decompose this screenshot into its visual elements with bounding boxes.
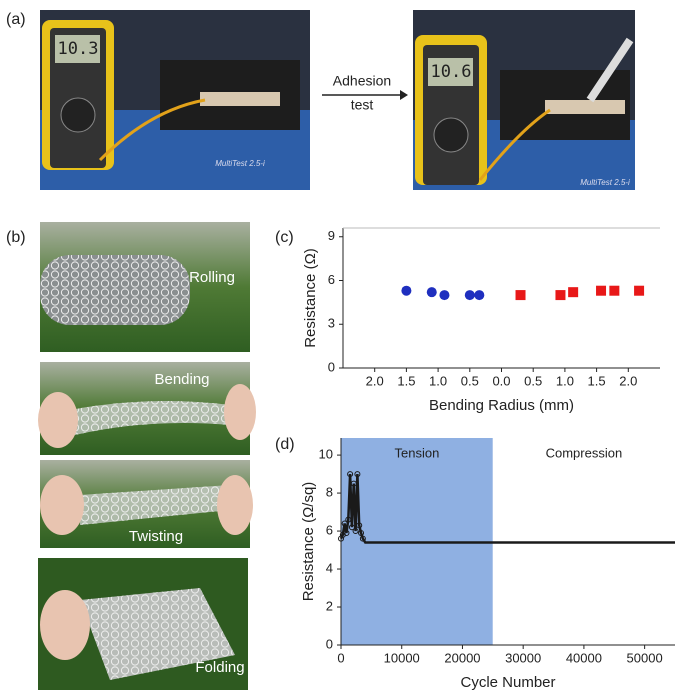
photo-bending: [38, 362, 256, 455]
y-tick-label: 0: [326, 636, 333, 651]
point: [474, 290, 484, 300]
point: [555, 290, 565, 300]
photo-before: 10.3 MultiTest 2.5-i: [40, 10, 310, 190]
panel-label: (a): [6, 11, 26, 28]
x-tick-label: 1.0: [556, 373, 574, 388]
x-tick-label: 0.5: [461, 373, 479, 388]
lcd-reading: 10.6: [431, 62, 472, 82]
point: [609, 286, 619, 296]
arrow-head: [400, 90, 408, 100]
x-tick-label: 30000: [505, 650, 541, 665]
x-tick-label: 2.0: [619, 373, 637, 388]
panel-label: (b): [6, 229, 26, 246]
device-label: MultiTest 2.5-i: [215, 159, 265, 168]
x-tick-label: 10000: [384, 650, 420, 665]
x-tick-label: 1.0: [429, 373, 447, 388]
x-tick-label: 2.0: [366, 373, 384, 388]
panel-label: (c): [275, 229, 294, 246]
y-tick-label: 8: [326, 485, 333, 500]
point: [516, 290, 526, 300]
point: [427, 287, 437, 297]
photo-caption: Twisting: [129, 528, 183, 545]
arrow-label: test: [351, 97, 374, 113]
x-axis-label: Cycle Number: [460, 674, 555, 691]
point: [401, 286, 411, 296]
point: [596, 286, 606, 296]
panel-label: (d): [275, 436, 295, 453]
point: [634, 286, 644, 296]
y-axis-label: Resistance (Ω): [302, 248, 319, 348]
y-tick-label: 4: [326, 560, 333, 575]
region-label: Compression: [546, 445, 623, 460]
y-tick-label: 6: [328, 272, 335, 287]
y-tick-label: 3: [328, 316, 335, 331]
photo-caption: Bending: [154, 371, 209, 388]
point: [568, 287, 578, 297]
y-tick-label: 0: [328, 359, 335, 374]
region-label: Tension: [395, 445, 440, 460]
photo-after: 10.6 MultiTest 2.5-i: [413, 10, 635, 190]
device-label: MultiTest 2.5-i: [580, 178, 630, 187]
x-tick-label: 1.5: [397, 373, 415, 388]
x-tick-label: 20000: [444, 650, 480, 665]
point: [439, 290, 449, 300]
x-tick-label: 40000: [566, 650, 602, 665]
photo-caption: Rolling: [189, 269, 235, 286]
x-tick-label: 50000: [627, 650, 663, 665]
y-tick-label: 2: [326, 598, 333, 613]
photo-caption: Folding: [195, 659, 244, 676]
y-axis-label: Resistance (Ω/sq): [300, 482, 317, 602]
y-tick-label: 10: [319, 447, 333, 462]
lcd-reading: 10.3: [58, 39, 99, 59]
x-tick-label: 0.0: [492, 373, 510, 388]
y-tick-label: 9: [328, 228, 335, 243]
x-tick-label: 1.5: [588, 373, 606, 388]
point: [465, 290, 475, 300]
y-tick-label: 6: [326, 522, 333, 537]
x-axis-label: Bending Radius (mm): [429, 397, 574, 414]
x-tick-label: 0.5: [524, 373, 542, 388]
photo-rolling: [40, 222, 250, 352]
figure: 10.3 MultiTest 2.5-i 10.6 MultiTest 2.5-…: [0, 0, 675, 692]
arrow-label: Adhesion: [333, 73, 391, 89]
x-tick-label: 0: [337, 650, 344, 665]
